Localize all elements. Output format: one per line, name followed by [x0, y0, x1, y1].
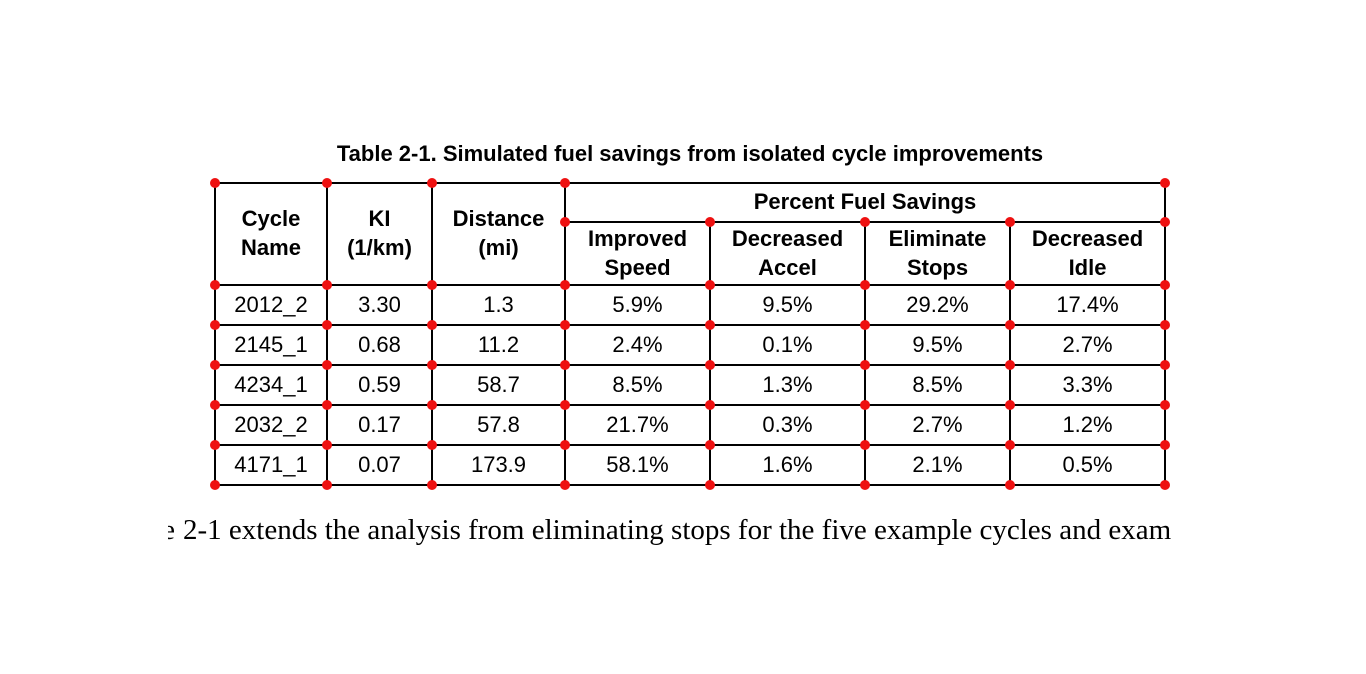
- body-text-line: e 2-1 extends the analysis from eliminati…: [168, 514, 1171, 547]
- table-cell: 1.3%: [709, 364, 866, 406]
- table-cell: 2.7%: [864, 404, 1011, 446]
- table-cell: 4234_1: [214, 364, 328, 406]
- table-cell: 2.1%: [864, 444, 1011, 486]
- table-cell: 21.7%: [564, 404, 711, 446]
- table-cell: 0.5%: [1008, 444, 1167, 486]
- table-cell: 0.07: [326, 444, 433, 486]
- column-header-decreased-idle: Decreased Idle: [1008, 221, 1167, 286]
- body-text-content: 2-1 extends the analysis from eliminatin…: [183, 514, 1172, 546]
- table-cell: 8.5%: [864, 364, 1011, 406]
- column-header-decreased-accel: Decreased Accel: [709, 221, 866, 286]
- table-cell: 9.5%: [864, 324, 1011, 366]
- column-header-ki: KI (1/km): [326, 182, 433, 286]
- table-cell: 58.1%: [564, 444, 711, 486]
- table-cell: 58.7: [431, 364, 566, 406]
- table-cell: 1.3: [431, 284, 566, 326]
- table-row: 4171_1 0.07 173.9 58.1% 1.6% 2.1% 0.5%: [214, 444, 1167, 486]
- table-cell: 2145_1: [214, 324, 328, 366]
- header-row-top: Cycle Name KI (1/km) Distance (mi) Perce…: [214, 182, 1167, 286]
- table-cell: 5.9%: [564, 284, 711, 326]
- table-cell: 57.8: [431, 404, 566, 446]
- header-row-sub: Improved Speed Decreased Accel Eliminate…: [215, 221, 1167, 286]
- column-header-distance: Distance (mi): [431, 182, 566, 286]
- table-caption: Table 2-1. Simulated fuel savings from i…: [336, 141, 1044, 166]
- table-cell: 0.17: [326, 404, 433, 446]
- table-cell: 9.5%: [709, 284, 866, 326]
- partial-character: e: [168, 514, 175, 546]
- table-cell: 4171_1: [214, 444, 328, 486]
- table-cell: 3.3%: [1008, 364, 1167, 406]
- table-row: 2145_1 0.68 11.2 2.4% 0.1% 9.5% 2.7%: [214, 324, 1167, 366]
- table-cell: 17.4%: [1008, 284, 1167, 326]
- table-cell: 11.2: [431, 324, 566, 366]
- table-cell: 3.30: [326, 284, 433, 326]
- table-cell: 1.2%: [1008, 404, 1167, 446]
- fuel-savings-table: Cycle Name KI (1/km) Distance (mi) Perce…: [214, 182, 1167, 486]
- table-row: 4234_1 0.59 58.7 8.5% 1.3% 8.5% 3.3%: [214, 364, 1167, 406]
- table-cell: 29.2%: [864, 284, 1011, 326]
- column-header-eliminate-stops: Eliminate Stops: [864, 221, 1011, 286]
- table-cell: 8.5%: [564, 364, 711, 406]
- table-cell: 2.7%: [1008, 324, 1167, 366]
- table-cell: 0.59: [326, 364, 433, 406]
- table-cell: 2.4%: [564, 324, 711, 366]
- table-cell: 2032_2: [214, 404, 328, 446]
- table-cell: 1.6%: [709, 444, 866, 486]
- table-cell: 0.68: [326, 324, 433, 366]
- table-cell: 173.9: [431, 444, 566, 486]
- table-row: 2032_2 0.17 57.8 21.7% 0.3% 2.7% 1.2%: [214, 404, 1167, 446]
- table-cell: 0.1%: [709, 324, 866, 366]
- table-cell: 2012_2: [214, 284, 328, 326]
- column-group-header-percent-fuel-savings: Percent Fuel Savings: [563, 182, 1167, 223]
- table-row: 2012_2 3.30 1.3 5.9% 9.5% 29.2% 17.4%: [214, 284, 1167, 326]
- column-header-cycle-name: Cycle Name: [214, 182, 328, 286]
- table-cell: 0.3%: [709, 404, 866, 446]
- column-header-improved-speed: Improved Speed: [564, 221, 711, 286]
